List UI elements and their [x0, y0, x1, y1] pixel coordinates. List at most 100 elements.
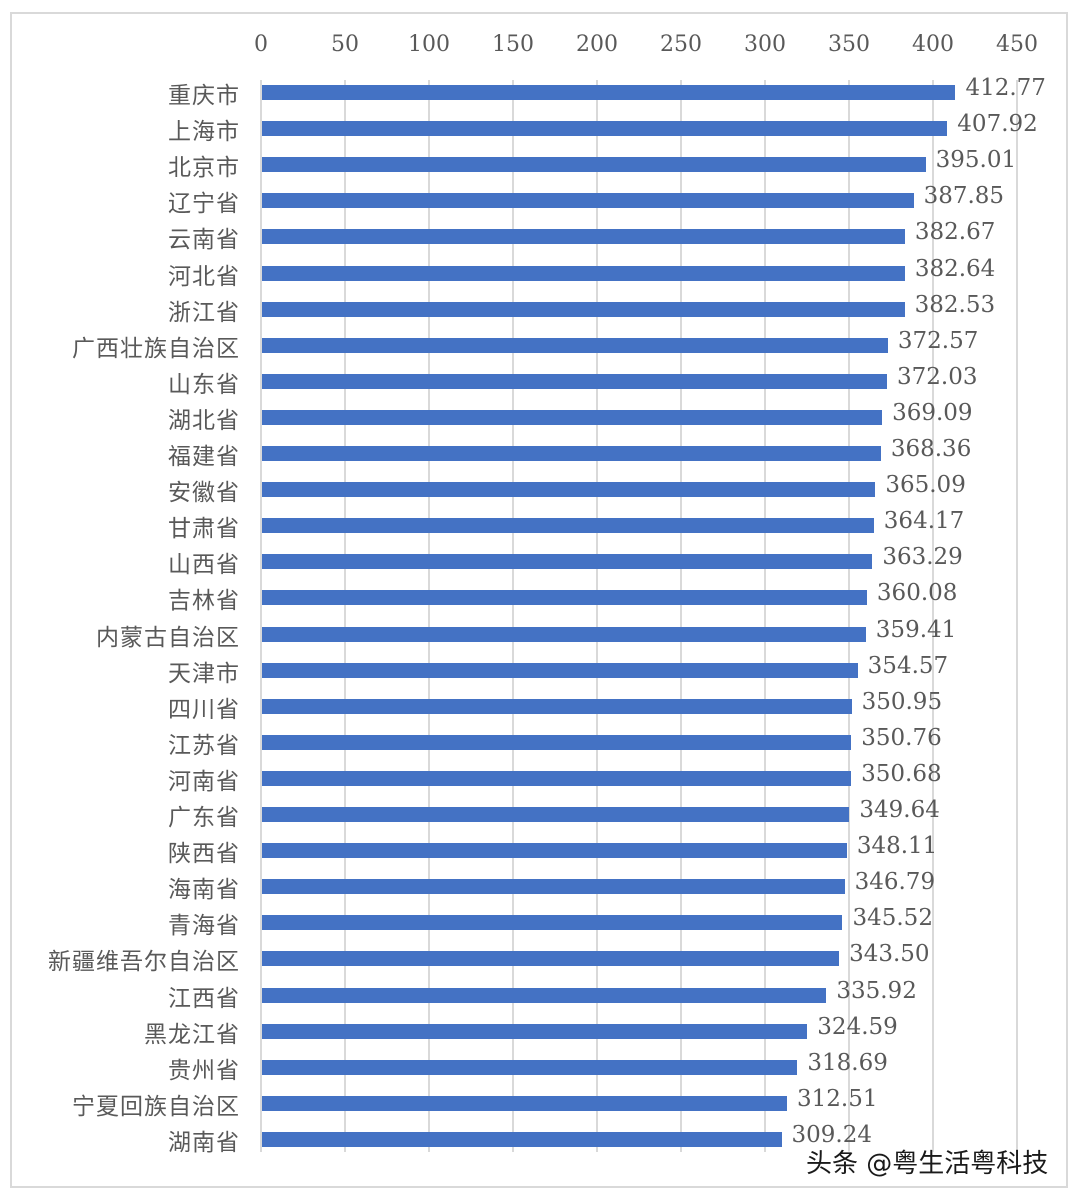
value-label: 335.92 — [836, 977, 917, 1004]
category-label: 吉林省 — [168, 588, 240, 615]
bar — [262, 121, 948, 137]
bar-row: 宁夏回族自治区 312.51 — [0, 1085, 1080, 1121]
bar — [262, 1023, 808, 1039]
category-label: 四川省 — [168, 696, 240, 723]
bar — [262, 807, 850, 822]
bar-row: 天津市 354.57 — [0, 652, 1080, 688]
value-label: 387.85 — [923, 183, 1005, 210]
value-label: 364.17 — [883, 508, 965, 535]
bar — [262, 662, 858, 678]
value-label: 407.92 — [957, 111, 1038, 138]
bar — [262, 337, 888, 353]
value-label: 360.08 — [876, 580, 958, 607]
bar — [262, 734, 852, 750]
category-label: 甘肃省 — [168, 516, 240, 543]
value-label: 350.76 — [861, 724, 942, 751]
bar — [262, 843, 847, 859]
bar-row: 湖北省 369.09 — [0, 399, 1080, 435]
x-tick-label: 50 — [331, 32, 359, 57]
bar — [262, 193, 914, 209]
bar — [262, 951, 840, 967]
category-label: 海南省 — [168, 877, 240, 904]
bar — [262, 482, 876, 498]
bar — [262, 229, 905, 245]
category-label: 天津市 — [168, 660, 240, 687]
bar-row: 江西省 335.92 — [0, 977, 1080, 1013]
value-label: 369.09 — [892, 399, 973, 426]
category-label: 福建省 — [168, 444, 240, 470]
category-label: 河北省 — [168, 263, 240, 290]
value-label: 354.57 — [867, 652, 949, 679]
category-label: 浙江省 — [168, 299, 240, 326]
bar-row: 山西省 363.29 — [0, 543, 1080, 579]
bar-row: 辽宁省 387.85 — [0, 182, 1080, 218]
x-tick-label: 400 — [912, 32, 954, 57]
x-tick-label: 350 — [828, 32, 870, 57]
bar — [262, 409, 883, 425]
value-label: 350.95 — [861, 688, 943, 715]
bar-row: 上海市 407.92 — [0, 110, 1080, 146]
bar-row: 河南省 350.68 — [0, 760, 1080, 796]
bar — [262, 373, 887, 389]
category-label: 贵州省 — [168, 1057, 240, 1084]
category-label: 湖南省 — [168, 1129, 240, 1156]
value-label: 343.50 — [849, 941, 930, 968]
bar — [262, 1059, 798, 1075]
bar — [262, 915, 843, 931]
bar — [262, 770, 852, 786]
bar-row: 新疆维吾尔自治区 343.50 — [0, 940, 1080, 976]
bar — [262, 590, 867, 606]
bar — [262, 987, 827, 1003]
bar — [262, 626, 866, 642]
value-label: 318.69 — [807, 1049, 888, 1076]
category-label: 宁夏回族自治区 — [72, 1093, 240, 1120]
bar-row: 福建省 368.36 — [0, 435, 1080, 471]
bar — [262, 265, 905, 281]
x-tick-label: 0 — [254, 32, 268, 57]
bar-row: 广东省 349.64 — [0, 796, 1080, 832]
gridline — [428, 80, 430, 1152]
category-label: 北京市 — [168, 155, 240, 182]
bar-row: 黑龙江省 324.59 — [0, 1013, 1080, 1049]
gridline — [260, 80, 262, 1152]
bar-row: 重庆市 412.77 — [0, 74, 1080, 110]
value-label: 349.64 — [859, 797, 940, 823]
gridline — [1016, 80, 1018, 1152]
category-label: 上海市 — [168, 119, 240, 146]
value-label: 363.29 — [882, 544, 963, 571]
category-label: 重庆市 — [168, 83, 240, 109]
category-label: 黑龙江省 — [144, 1021, 240, 1048]
bar-row: 海南省 346.79 — [0, 868, 1080, 904]
category-label: 安徽省 — [168, 480, 240, 507]
bar-row: 河北省 382.64 — [0, 255, 1080, 291]
bar-row: 安徽省 365.09 — [0, 471, 1080, 507]
category-label: 河南省 — [168, 768, 240, 795]
value-label: 359.41 — [875, 616, 957, 643]
value-label: 346.79 — [854, 869, 936, 896]
bar — [262, 1131, 782, 1147]
bar — [262, 518, 874, 534]
value-label: 368.36 — [890, 436, 972, 462]
category-label: 青海省 — [168, 913, 240, 940]
x-tick-label: 300 — [744, 32, 786, 57]
value-label: 324.59 — [817, 1013, 898, 1040]
x-tick-label: 100 — [408, 32, 450, 57]
bar-row: 山东省 372.03 — [0, 363, 1080, 399]
value-label: 350.68 — [861, 760, 942, 787]
bar-row: 浙江省 382.53 — [0, 291, 1080, 327]
category-label: 山东省 — [168, 371, 240, 398]
watermark: 头条 @粤生活粤科技 — [806, 1149, 1049, 1179]
category-label: 云南省 — [168, 227, 240, 254]
gridline — [680, 80, 682, 1152]
bar-row: 内蒙古自治区 359.41 — [0, 616, 1080, 652]
bar — [262, 1095, 788, 1111]
gridline — [848, 80, 850, 1152]
bar — [262, 554, 873, 570]
category-label: 山西省 — [168, 552, 240, 579]
category-label: 江西省 — [168, 985, 240, 1012]
value-label: 412.77 — [965, 75, 1046, 101]
bar-row: 陕西省 348.11 — [0, 832, 1080, 868]
bar-row: 四川省 350.95 — [0, 688, 1080, 724]
gridline — [512, 80, 514, 1152]
category-label: 新疆维吾尔自治区 — [48, 949, 240, 976]
